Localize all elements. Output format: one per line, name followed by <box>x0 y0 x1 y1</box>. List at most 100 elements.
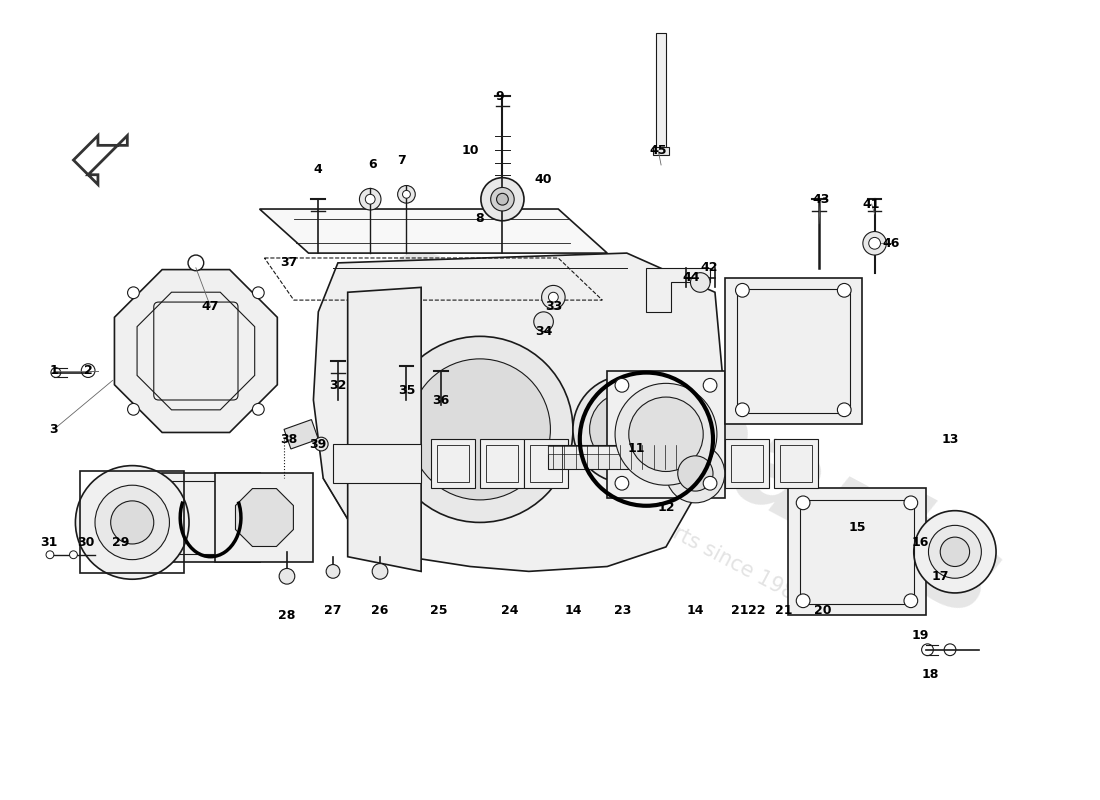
Text: 16: 16 <box>912 535 930 549</box>
Circle shape <box>615 383 717 486</box>
Circle shape <box>573 375 681 483</box>
Circle shape <box>904 594 917 608</box>
Circle shape <box>128 403 140 415</box>
Circle shape <box>534 312 553 331</box>
Text: 14: 14 <box>686 604 704 617</box>
Text: 37: 37 <box>280 256 298 270</box>
Bar <box>607 370 725 498</box>
Text: 18: 18 <box>922 668 939 681</box>
Circle shape <box>928 526 981 578</box>
Text: 2: 2 <box>84 364 92 377</box>
Text: 12: 12 <box>657 502 674 514</box>
Text: 7: 7 <box>397 154 406 166</box>
Circle shape <box>365 194 375 204</box>
Text: 39: 39 <box>310 438 327 450</box>
Bar <box>80 471 184 574</box>
Text: 32: 32 <box>329 379 346 392</box>
Text: 40: 40 <box>535 173 552 186</box>
Circle shape <box>128 287 140 298</box>
Bar <box>162 474 260 562</box>
Text: 3: 3 <box>50 423 58 436</box>
Text: 28: 28 <box>278 609 296 622</box>
Circle shape <box>914 510 997 593</box>
Circle shape <box>736 403 749 417</box>
Circle shape <box>703 476 717 490</box>
Circle shape <box>862 231 887 255</box>
Circle shape <box>69 551 77 558</box>
Text: europarts: europarts <box>352 214 1019 645</box>
Bar <box>549 445 681 469</box>
Circle shape <box>590 392 664 466</box>
Text: 26: 26 <box>372 604 388 617</box>
Circle shape <box>95 486 169 560</box>
Bar <box>725 278 862 425</box>
Circle shape <box>491 187 514 211</box>
Text: 47: 47 <box>201 301 219 314</box>
Circle shape <box>837 283 851 297</box>
Text: 21: 21 <box>774 604 792 617</box>
Text: 17: 17 <box>932 570 949 582</box>
Circle shape <box>837 403 851 417</box>
Circle shape <box>666 444 725 503</box>
Circle shape <box>481 178 524 221</box>
Circle shape <box>360 189 381 210</box>
Bar <box>725 439 769 488</box>
Text: 21: 21 <box>730 604 748 617</box>
Circle shape <box>796 496 810 510</box>
Text: 10: 10 <box>461 144 478 157</box>
Circle shape <box>615 378 629 392</box>
Circle shape <box>252 287 264 298</box>
Bar <box>549 446 681 454</box>
Text: 35: 35 <box>398 384 415 397</box>
Text: 30: 30 <box>77 535 95 549</box>
Text: 36: 36 <box>432 394 450 406</box>
Bar <box>480 439 524 488</box>
Bar <box>437 445 469 482</box>
Bar <box>800 500 914 604</box>
Circle shape <box>691 273 711 292</box>
Bar <box>657 33 665 150</box>
Circle shape <box>188 255 204 270</box>
Text: 11: 11 <box>628 442 646 455</box>
Circle shape <box>678 456 713 491</box>
Text: a passion for parts since 1985: a passion for parts since 1985 <box>522 445 810 610</box>
Text: 33: 33 <box>544 301 562 314</box>
Circle shape <box>703 378 717 392</box>
Text: 23: 23 <box>614 604 631 617</box>
Text: 19: 19 <box>912 629 930 642</box>
Bar <box>730 445 763 482</box>
Text: 25: 25 <box>430 604 448 617</box>
Circle shape <box>736 283 749 297</box>
Text: 13: 13 <box>942 433 959 446</box>
Circle shape <box>496 194 508 205</box>
Circle shape <box>372 563 388 579</box>
Bar <box>216 474 313 562</box>
Circle shape <box>111 501 154 544</box>
Circle shape <box>326 565 340 578</box>
Circle shape <box>46 551 54 558</box>
Text: 24: 24 <box>500 604 518 617</box>
Circle shape <box>315 438 328 451</box>
Text: 44: 44 <box>683 271 701 284</box>
Circle shape <box>549 292 559 302</box>
Bar <box>431 439 475 488</box>
Text: 15: 15 <box>848 521 866 534</box>
Text: 43: 43 <box>812 193 829 206</box>
Polygon shape <box>284 419 318 449</box>
Bar <box>773 439 817 488</box>
Circle shape <box>796 594 810 608</box>
Text: 20: 20 <box>814 604 832 617</box>
Circle shape <box>397 186 416 203</box>
Text: 46: 46 <box>882 237 900 250</box>
Text: 34: 34 <box>535 325 552 338</box>
Circle shape <box>279 569 295 584</box>
Bar <box>789 488 925 615</box>
Polygon shape <box>348 287 421 571</box>
Circle shape <box>940 537 969 566</box>
Circle shape <box>869 238 880 249</box>
Circle shape <box>403 190 410 198</box>
Circle shape <box>904 496 917 510</box>
Text: 6: 6 <box>367 158 376 171</box>
Bar <box>737 290 850 413</box>
Circle shape <box>81 364 95 378</box>
